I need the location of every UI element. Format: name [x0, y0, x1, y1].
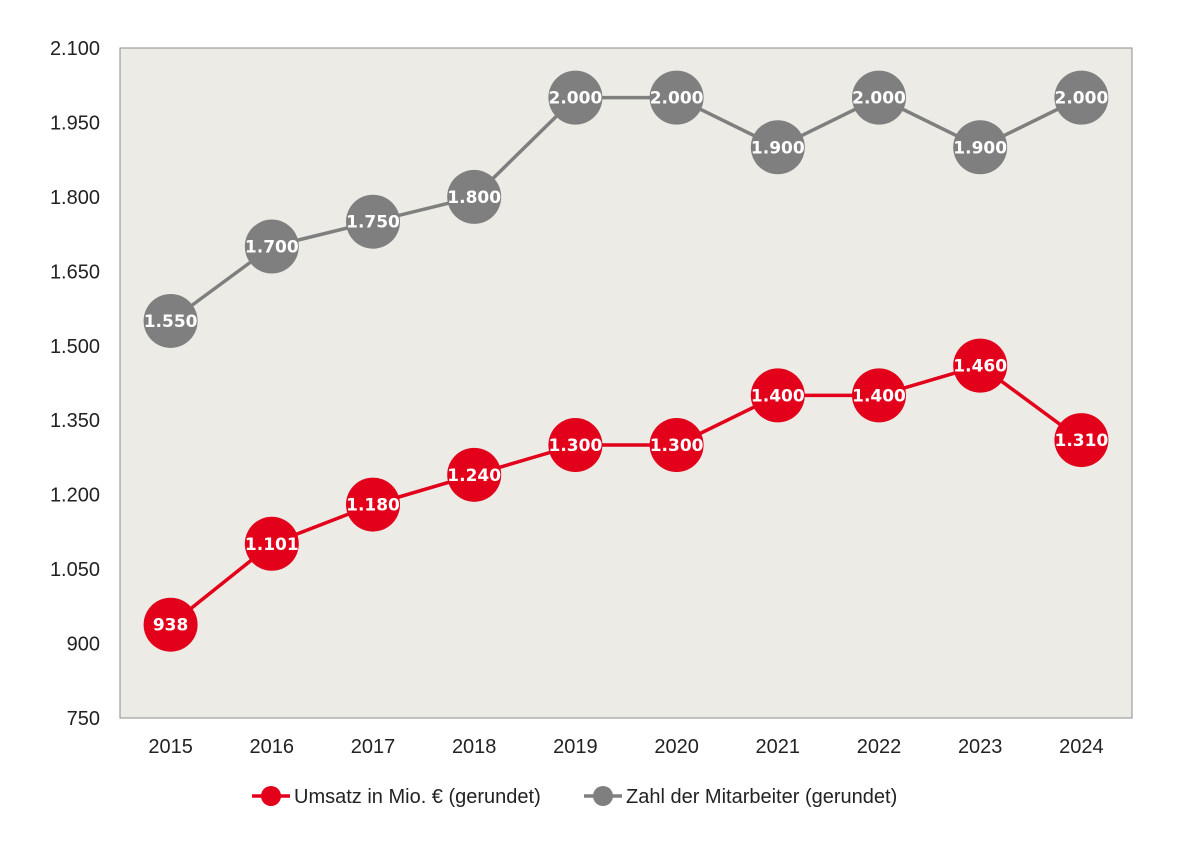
series-2: 1.550 1.700 1.750 1.800 2.000 2.000 1.900 2.000…	[143, 70, 1109, 348]
data-label: 1.300	[549, 436, 603, 456]
data-point	[750, 368, 805, 423]
y-tick-label: 1.350	[50, 410, 100, 432]
y-tick-label: 900	[67, 634, 100, 656]
legend-marker	[593, 786, 613, 806]
data-label: 1.900	[751, 138, 805, 158]
data-label: 2.000	[650, 89, 704, 109]
data-label: 1.800	[447, 188, 501, 208]
y-tick-label: 1.800	[50, 187, 100, 209]
data-label: 2.000	[549, 89, 603, 109]
data-point	[346, 194, 400, 249]
data-point	[852, 70, 906, 125]
data-point	[244, 219, 299, 274]
data-label: 2.000	[852, 89, 906, 109]
data-point	[852, 368, 906, 423]
legend-item-2: Zahl der Mitarbeiter (gerundet)	[584, 786, 897, 808]
x-tick-label: 2017	[351, 736, 396, 758]
data-label: 1.550	[144, 312, 198, 332]
data-point	[649, 70, 704, 125]
y-tick-label: 1.500	[50, 336, 100, 358]
y-tick-label: 1.050	[50, 559, 100, 581]
data-point	[143, 293, 198, 348]
y-axis: 750 900 1.050 1.200 1.350 1.500 1.650 1.800 1.95…	[50, 38, 100, 730]
data-label: 1.240	[447, 466, 501, 486]
data-point	[346, 477, 400, 532]
x-tick-label: 2021	[756, 736, 801, 758]
data-point	[143, 597, 198, 652]
data-label: 1.700	[245, 238, 299, 258]
legend-label: Umsatz in Mio. € (gerundet)	[294, 786, 541, 808]
x-tick-label: 2019	[553, 736, 598, 758]
y-tick-label: 2.100	[50, 38, 100, 60]
data-label: 938	[153, 616, 189, 636]
series-line	[169, 363, 1083, 627]
data-label: 1.101	[245, 535, 299, 555]
legend-item-1: Umsatz in Mio. € (gerundet)	[252, 786, 541, 808]
data-label: 1.460	[953, 357, 1007, 377]
data-point	[548, 70, 603, 125]
x-tick-label: 2015	[148, 736, 193, 758]
data-label: 1.400	[751, 386, 805, 406]
y-tick-label: 1.200	[50, 485, 100, 507]
x-tick-label: 2020	[654, 736, 699, 758]
data-point	[1054, 413, 1109, 468]
data-label: 2.000	[1055, 89, 1109, 109]
series-line	[169, 95, 1083, 323]
data-label: 1.400	[852, 386, 906, 406]
data-point	[649, 418, 704, 473]
data-label: 1.900	[953, 138, 1007, 158]
data-point	[244, 516, 299, 571]
series-layer: 938 1.101 1.180 1.240 1.300 1.300 1.400 1.400 1.…	[143, 70, 1109, 652]
x-tick-label: 2018	[452, 736, 497, 758]
data-label: 1.750	[346, 213, 400, 233]
data-point	[750, 120, 805, 175]
legend-label: Zahl der Mitarbeiter (gerundet)	[626, 786, 897, 808]
data-point	[447, 447, 502, 502]
data-point	[1054, 70, 1109, 125]
legend-marker	[261, 786, 281, 806]
x-tick-label: 2023	[958, 736, 1003, 758]
x-tick-label: 2024	[1059, 736, 1104, 758]
series-1: 938 1.101 1.180 1.240 1.300 1.300 1.400 1.400 1.…	[143, 338, 1109, 652]
data-label: 1.300	[650, 436, 704, 456]
data-point	[953, 120, 1008, 175]
y-tick-label: 1.950	[50, 112, 100, 134]
data-label: 1.310	[1055, 431, 1109, 451]
x-axis: 2015 2016 2017 2018 2019 2020 2021 2022 2023 2024	[148, 736, 1103, 758]
x-tick-label: 2016	[250, 736, 295, 758]
legend: Umsatz in Mio. € (gerundet) Zahl der Mita…	[252, 786, 897, 808]
y-tick-label: 1.650	[50, 261, 100, 283]
data-point	[953, 338, 1008, 393]
data-point	[447, 169, 502, 224]
x-tick-label: 2022	[857, 736, 902, 758]
data-label: 1.180	[346, 496, 400, 516]
data-point	[548, 418, 603, 473]
y-tick-label: 750	[67, 708, 100, 730]
